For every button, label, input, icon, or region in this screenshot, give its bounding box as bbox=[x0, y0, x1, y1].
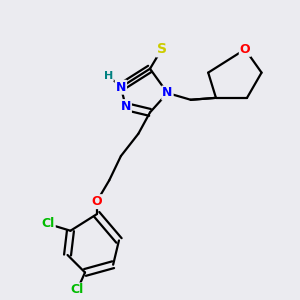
Text: O: O bbox=[91, 195, 102, 208]
Text: S: S bbox=[157, 42, 166, 56]
Text: Cl: Cl bbox=[41, 218, 55, 230]
Text: O: O bbox=[240, 43, 250, 56]
Text: N: N bbox=[121, 100, 131, 113]
Text: N: N bbox=[162, 86, 172, 100]
Text: Cl: Cl bbox=[70, 284, 84, 296]
Text: N: N bbox=[116, 81, 126, 94]
Text: H: H bbox=[104, 70, 113, 80]
